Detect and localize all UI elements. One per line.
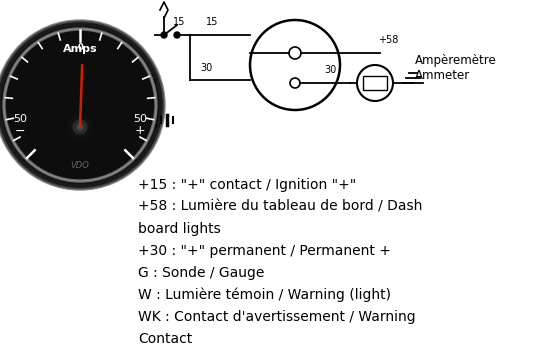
Text: 30: 30 [324, 65, 336, 75]
Circle shape [174, 32, 180, 38]
Circle shape [0, 20, 165, 190]
Text: 15: 15 [173, 17, 185, 27]
Text: Contact: Contact [138, 332, 192, 346]
Text: 30: 30 [200, 63, 212, 73]
Text: G : Sonde / Gauge: G : Sonde / Gauge [138, 266, 264, 280]
Bar [363, 76, 387, 90]
Text: +58: +58 [378, 35, 399, 45]
Circle shape [0, 23, 162, 187]
Text: +58 : Lumière du tableau de bord / Dash: +58 : Lumière du tableau de bord / Dash [138, 200, 423, 214]
Circle shape [73, 120, 87, 134]
Text: 0: 0 [77, 43, 83, 51]
Text: 50: 50 [133, 114, 147, 124]
Text: 50: 50 [13, 114, 27, 124]
Circle shape [68, 115, 92, 139]
Text: +: + [135, 125, 145, 138]
Text: 15: 15 [206, 17, 218, 27]
Text: Ampèremètre
Ammeter: Ampèremètre Ammeter [415, 54, 497, 82]
Text: −: − [15, 125, 25, 138]
Circle shape [77, 124, 83, 130]
Circle shape [2, 27, 158, 183]
Text: W : Lumière témoin / Warning (light): W : Lumière témoin / Warning (light) [138, 288, 391, 302]
Text: +30 : "+" permanent / Permanent +: +30 : "+" permanent / Permanent + [138, 244, 391, 258]
Text: B+: B+ [138, 120, 153, 130]
Text: Amps: Amps [63, 44, 97, 54]
Circle shape [161, 32, 167, 38]
Text: WK : Contact d'avertissement / Warning: WK : Contact d'avertissement / Warning [138, 310, 416, 324]
Text: VDO: VDO [70, 161, 90, 170]
Text: board lights: board lights [138, 222, 221, 236]
Text: +15 : "+" contact / Ignition "+": +15 : "+" contact / Ignition "+" [138, 178, 356, 192]
